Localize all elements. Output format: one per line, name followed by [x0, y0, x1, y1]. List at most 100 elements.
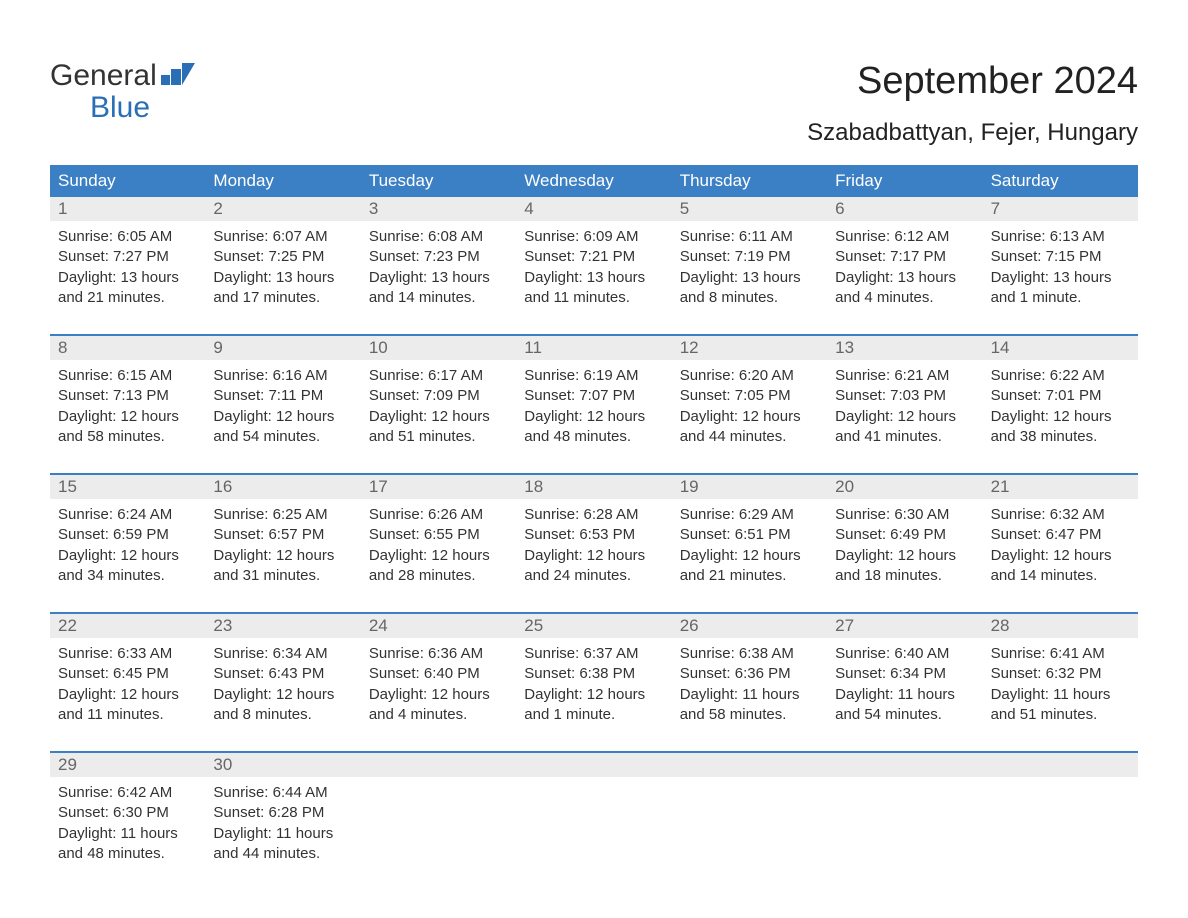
day-cell: Sunrise: 6:07 AMSunset: 7:25 PMDaylight:… [205, 221, 360, 312]
day-cell: Sunrise: 6:13 AMSunset: 7:15 PMDaylight:… [983, 221, 1138, 312]
week-row: 1234567Sunrise: 6:05 AMSunset: 7:27 PMDa… [50, 197, 1138, 312]
daylight-text: Daylight: 11 hours [680, 685, 819, 705]
day-number: 25 [516, 614, 671, 638]
day-cell: Sunrise: 6:38 AMSunset: 6:36 PMDaylight:… [672, 638, 827, 729]
sunset-text: Sunset: 7:13 PM [58, 386, 197, 406]
daylight-text: and 8 minutes. [213, 705, 352, 725]
day-number: 5 [672, 197, 827, 221]
sunrise-text: Sunrise: 6:05 AM [58, 227, 197, 247]
sunrise-text: Sunrise: 6:30 AM [835, 505, 974, 525]
sunset-text: Sunset: 7:09 PM [369, 386, 508, 406]
daylight-text: Daylight: 12 hours [835, 546, 974, 566]
sunset-text: Sunset: 6:47 PM [991, 525, 1130, 545]
daylight-text: Daylight: 13 hours [680, 268, 819, 288]
sunrise-text: Sunrise: 6:08 AM [369, 227, 508, 247]
sunset-text: Sunset: 7:23 PM [369, 247, 508, 267]
daylight-text: Daylight: 12 hours [680, 407, 819, 427]
daylight-text: and 51 minutes. [991, 705, 1130, 725]
day-number: 28 [983, 614, 1138, 638]
daylight-text: and 8 minutes. [680, 288, 819, 308]
sunrise-text: Sunrise: 6:09 AM [524, 227, 663, 247]
daylight-text: Daylight: 13 hours [58, 268, 197, 288]
sunrise-text: Sunrise: 6:16 AM [213, 366, 352, 386]
day-number: 7 [983, 197, 1138, 221]
daylight-text: and 34 minutes. [58, 566, 197, 586]
daylight-text: Daylight: 11 hours [991, 685, 1130, 705]
day-number: 22 [50, 614, 205, 638]
title-block: September 2024 Szabadbattyan, Fejer, Hun… [807, 60, 1138, 147]
daylight-text: and 41 minutes. [835, 427, 974, 447]
sunset-text: Sunset: 6:49 PM [835, 525, 974, 545]
day-number: 19 [672, 475, 827, 499]
sunrise-text: Sunrise: 6:07 AM [213, 227, 352, 247]
daylight-text: and 4 minutes. [835, 288, 974, 308]
sunrise-text: Sunrise: 6:34 AM [213, 644, 352, 664]
day-number: 30 [205, 753, 360, 777]
day-number: 11 [516, 336, 671, 360]
sunset-text: Sunset: 6:59 PM [58, 525, 197, 545]
sunrise-text: Sunrise: 6:36 AM [369, 644, 508, 664]
sunrise-text: Sunrise: 6:40 AM [835, 644, 974, 664]
daylight-text: and 44 minutes. [680, 427, 819, 447]
logo-text-top: General [50, 60, 157, 92]
day-header: Friday [827, 165, 982, 197]
sunrise-text: Sunrise: 6:25 AM [213, 505, 352, 525]
day-number: 29 [50, 753, 205, 777]
sunrise-text: Sunrise: 6:20 AM [680, 366, 819, 386]
day-number: 3 [361, 197, 516, 221]
day-cell: Sunrise: 6:21 AMSunset: 7:03 PMDaylight:… [827, 360, 982, 451]
daylight-text: and 58 minutes. [680, 705, 819, 725]
week-row: 891011121314 Sunrise: 6:15 AMSunset: 7:13… [50, 334, 1138, 451]
sunset-text: Sunset: 6:38 PM [524, 664, 663, 684]
sunrise-text: Sunrise: 6:24 AM [58, 505, 197, 525]
day-number [827, 753, 982, 777]
sunset-text: Sunset: 7:21 PM [524, 247, 663, 267]
sunset-text: Sunset: 6:34 PM [835, 664, 974, 684]
calendar: Sunday Monday Tuesday Wednesday Thursday… [50, 165, 1138, 868]
sunset-text: Sunset: 7:01 PM [991, 386, 1130, 406]
day-number: 26 [672, 614, 827, 638]
day-cell: Sunrise: 6:22 AMSunset: 7:01 PMDaylight:… [983, 360, 1138, 451]
daylight-text: Daylight: 12 hours [680, 546, 819, 566]
day-number: 2 [205, 197, 360, 221]
day-number: 17 [361, 475, 516, 499]
daylight-text: Daylight: 12 hours [369, 685, 508, 705]
sunrise-text: Sunrise: 6:42 AM [58, 783, 197, 803]
sunset-text: Sunset: 6:36 PM [680, 664, 819, 684]
daylight-text: and 11 minutes. [58, 705, 197, 725]
daynum-row: 891011121314 [50, 336, 1138, 360]
daylight-text: and 14 minutes. [991, 566, 1130, 586]
day-number: 6 [827, 197, 982, 221]
day-header: Monday [205, 165, 360, 197]
day-cell: Sunrise: 6:28 AMSunset: 6:53 PMDaylight:… [516, 499, 671, 590]
daylight-text: and 48 minutes. [524, 427, 663, 447]
sunset-text: Sunset: 6:57 PM [213, 525, 352, 545]
day-number: 8 [50, 336, 205, 360]
day-number: 13 [827, 336, 982, 360]
day-header: Saturday [983, 165, 1138, 197]
day-number: 27 [827, 614, 982, 638]
day-cell [827, 777, 982, 868]
daylight-text: Daylight: 13 hours [369, 268, 508, 288]
day-number: 20 [827, 475, 982, 499]
daylight-text: Daylight: 11 hours [213, 824, 352, 844]
daynum-row: 2930 [50, 753, 1138, 777]
week-row: 15161718192021Sunrise: 6:24 AMSunset: 6:… [50, 473, 1138, 590]
day-number: 4 [516, 197, 671, 221]
sunrise-text: Sunrise: 6:29 AM [680, 505, 819, 525]
daylight-text: and 17 minutes. [213, 288, 352, 308]
sunrise-text: Sunrise: 6:13 AM [991, 227, 1130, 247]
daylight-text: and 44 minutes. [213, 844, 352, 864]
day-cell: Sunrise: 6:32 AMSunset: 6:47 PMDaylight:… [983, 499, 1138, 590]
sunset-text: Sunset: 7:07 PM [524, 386, 663, 406]
day-number [672, 753, 827, 777]
day-cell: Sunrise: 6:24 AMSunset: 6:59 PMDaylight:… [50, 499, 205, 590]
sunrise-text: Sunrise: 6:12 AM [835, 227, 974, 247]
daylight-text: and 54 minutes. [213, 427, 352, 447]
daylight-text: Daylight: 12 hours [213, 407, 352, 427]
day-header: Tuesday [361, 165, 516, 197]
sunrise-text: Sunrise: 6:15 AM [58, 366, 197, 386]
daylight-text: and 1 minute. [524, 705, 663, 725]
day-cell: Sunrise: 6:30 AMSunset: 6:49 PMDaylight:… [827, 499, 982, 590]
daylight-text: and 14 minutes. [369, 288, 508, 308]
